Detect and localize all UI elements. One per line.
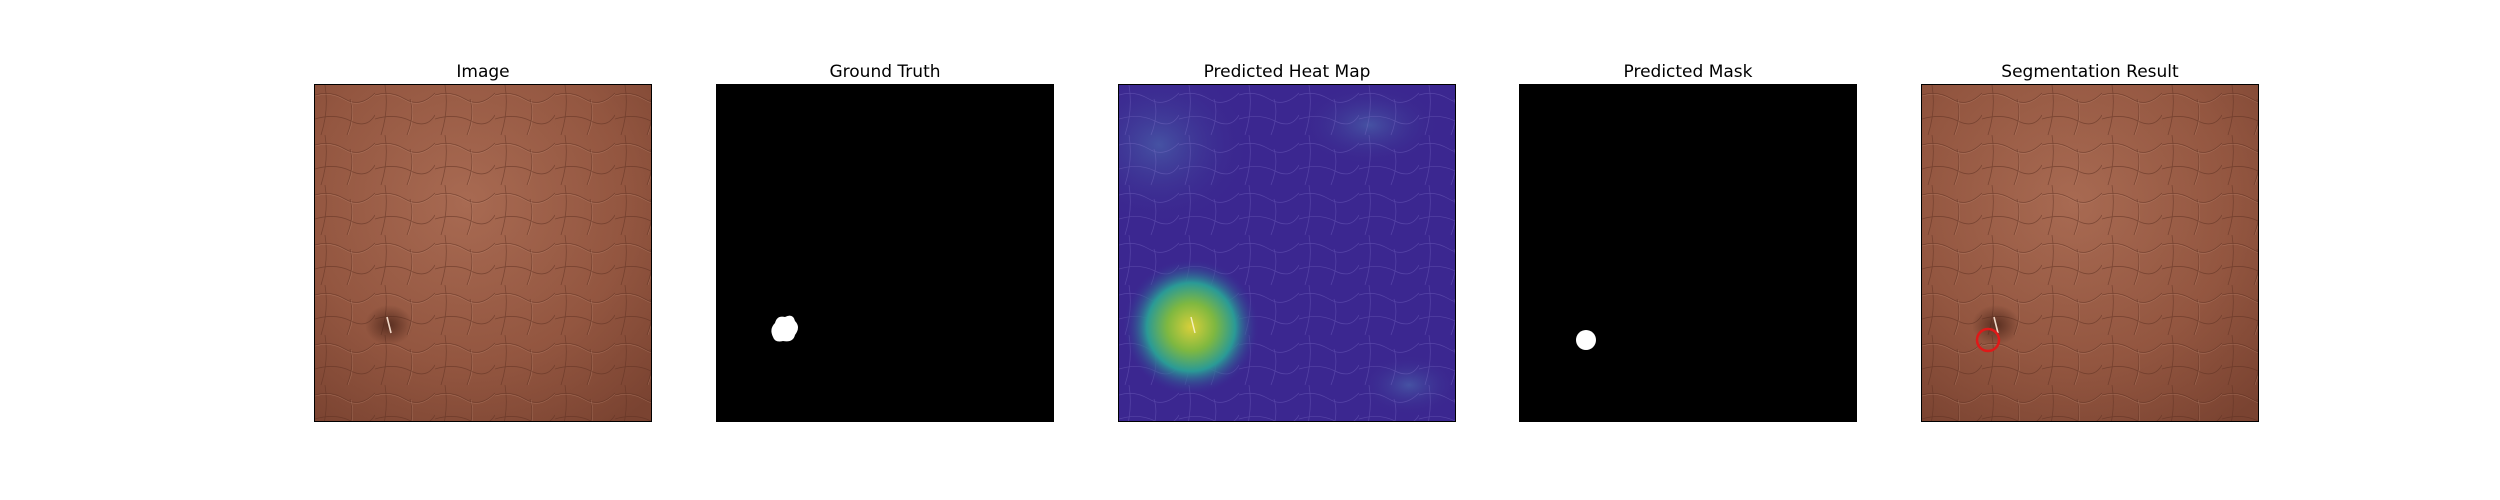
panel-image: Image [314,60,652,422]
ground-truth-mask [716,84,1054,422]
predicted-defect-region [1576,330,1596,350]
leather-texture [315,85,651,421]
predicted-mask-image [1519,84,1857,422]
panel-title-predicted-mask: Predicted Mask [1623,62,1753,82]
predicted-mask-svg [1520,85,1856,421]
panel-heat-map: Predicted Heat Map [1118,60,1456,422]
panel-segmentation: Segmentation Result [1921,60,2259,422]
ground-truth-defect-region [771,315,798,342]
panel-title-heat-map: Predicted Heat Map [1203,62,1371,82]
panel-ground-truth: Ground Truth [716,60,1054,422]
heat-map-svg [1119,85,1455,421]
segmentation-svg [1922,85,2258,421]
leather-image [314,84,652,422]
panel-predicted-mask: Predicted Mask [1519,60,1857,422]
panel-title-segmentation: Segmentation Result [2001,62,2179,82]
mask-background [717,85,1053,421]
mask-background [1520,85,1856,421]
ground-truth-svg [717,85,1053,421]
segmentation-image [1921,84,2259,422]
panel-title-ground-truth: Ground Truth [829,62,941,82]
panel-title-image: Image [456,62,510,82]
heat-map-image [1118,84,1456,422]
heat-hotspot [1123,259,1259,395]
segmentation-outline [1975,327,2001,353]
